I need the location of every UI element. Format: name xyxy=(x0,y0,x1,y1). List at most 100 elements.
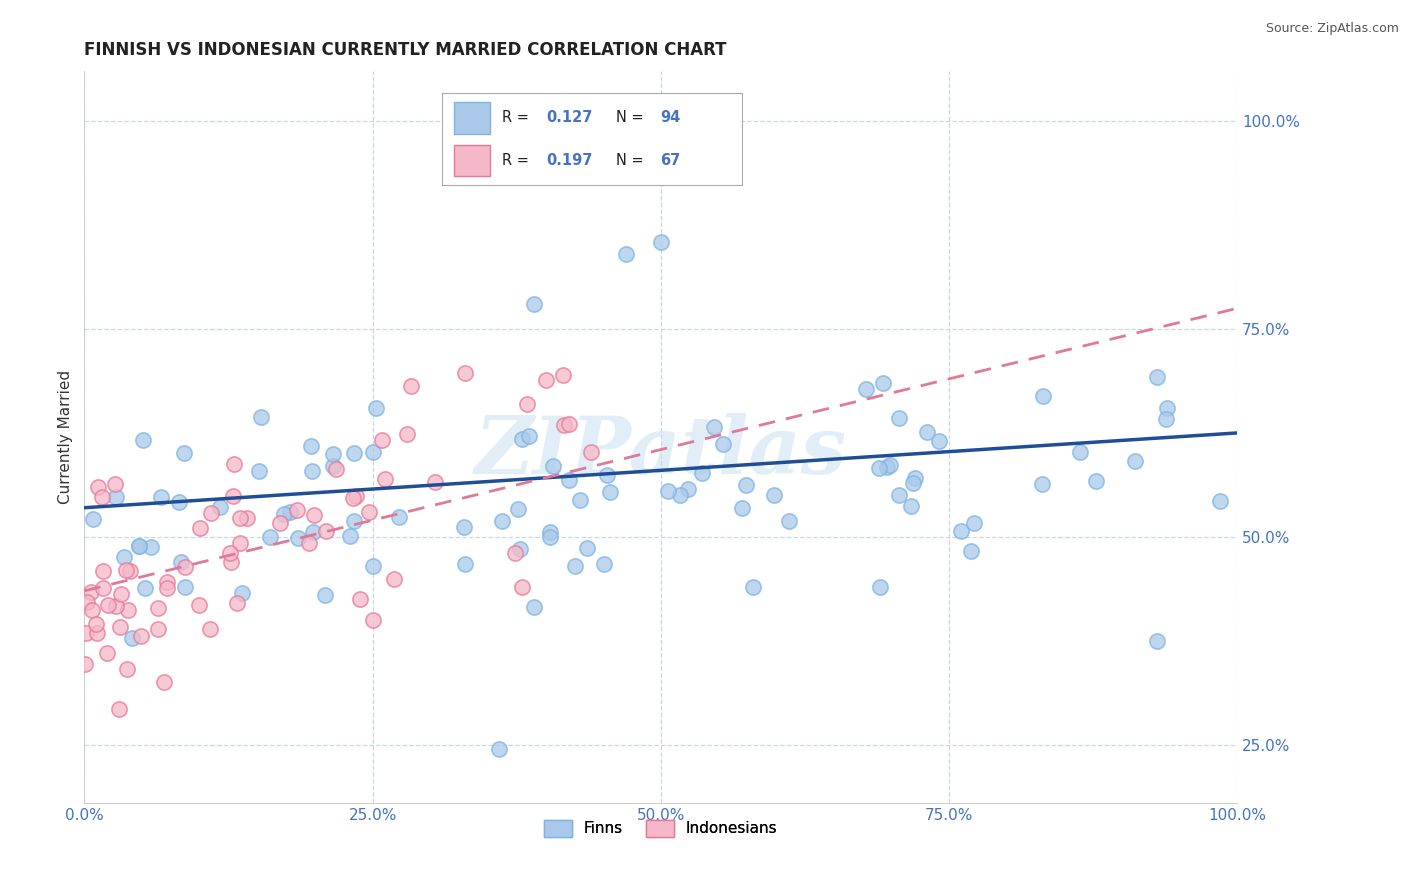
Point xyxy=(73,657,96,672)
Point xyxy=(110,587,132,601)
Point xyxy=(731,500,754,515)
Point xyxy=(128,539,150,553)
Point xyxy=(359,505,381,519)
Point xyxy=(1085,474,1108,488)
Point xyxy=(224,458,246,472)
Point xyxy=(395,427,418,442)
Point xyxy=(1146,633,1168,648)
Point xyxy=(488,741,510,756)
Point xyxy=(538,524,561,539)
Point xyxy=(229,510,252,524)
Point xyxy=(108,702,131,716)
Point xyxy=(84,617,107,632)
Point xyxy=(209,500,232,515)
Point xyxy=(657,484,679,499)
Point xyxy=(538,530,561,544)
Point xyxy=(82,512,104,526)
Point xyxy=(156,575,179,590)
Point xyxy=(322,447,344,461)
Point xyxy=(742,580,765,594)
Point xyxy=(222,489,245,503)
Point xyxy=(361,613,384,627)
Point xyxy=(188,521,211,535)
Point xyxy=(198,623,221,637)
Point xyxy=(692,467,714,481)
Point xyxy=(225,596,247,610)
Point xyxy=(599,485,621,500)
Point xyxy=(509,542,531,557)
Point xyxy=(80,585,103,599)
Point xyxy=(879,458,901,472)
Point xyxy=(75,626,97,640)
Point xyxy=(155,581,177,595)
Point xyxy=(287,503,309,517)
Point xyxy=(91,581,114,595)
Point xyxy=(876,460,898,475)
Point xyxy=(344,489,367,503)
Point xyxy=(219,555,242,569)
Point xyxy=(1032,389,1054,403)
Point xyxy=(553,418,575,433)
Point xyxy=(174,580,197,594)
Point xyxy=(301,525,323,540)
Point xyxy=(249,410,271,425)
Point xyxy=(97,599,120,613)
Point xyxy=(200,506,222,520)
Point xyxy=(703,420,725,434)
Point xyxy=(928,434,950,449)
Point xyxy=(298,536,321,550)
Point xyxy=(551,368,574,382)
Point xyxy=(855,382,877,396)
Point xyxy=(371,433,394,447)
Point xyxy=(302,508,325,522)
Point xyxy=(576,541,599,556)
Point xyxy=(120,564,142,578)
Point xyxy=(91,564,114,578)
Point xyxy=(117,602,139,616)
Point xyxy=(236,511,259,525)
Point xyxy=(453,367,475,381)
Point xyxy=(517,429,540,443)
Point xyxy=(399,378,422,392)
Point xyxy=(80,603,103,617)
Point xyxy=(557,417,579,432)
Point xyxy=(325,462,347,476)
Point xyxy=(711,437,734,451)
Point xyxy=(170,555,193,569)
Point xyxy=(273,507,295,521)
Point xyxy=(503,546,526,560)
Point xyxy=(491,514,513,528)
Point xyxy=(278,505,301,519)
Text: FINNISH VS INDONESIAN CURRENTLY MARRIED CORRELATION CHART: FINNISH VS INDONESIAN CURRENTLY MARRIED … xyxy=(84,41,727,59)
Point xyxy=(959,544,981,558)
Point xyxy=(669,488,692,502)
Point xyxy=(579,445,602,459)
Point xyxy=(314,588,336,602)
Point xyxy=(121,631,143,645)
Point xyxy=(361,445,384,459)
Point xyxy=(735,478,758,492)
Point xyxy=(516,397,538,411)
Point xyxy=(173,560,195,574)
Point xyxy=(676,482,699,496)
Point xyxy=(167,495,190,509)
Point xyxy=(218,546,240,560)
Point xyxy=(872,376,894,390)
Point xyxy=(763,488,786,502)
Point xyxy=(1031,477,1053,491)
Point xyxy=(315,524,337,538)
Point xyxy=(349,591,371,606)
Text: ZIPatlas: ZIPatlas xyxy=(475,413,846,491)
Point xyxy=(382,572,405,586)
Point xyxy=(512,580,534,594)
Point xyxy=(593,558,616,572)
Point xyxy=(364,401,387,416)
Point xyxy=(228,536,250,550)
Point xyxy=(90,490,112,504)
Point xyxy=(139,540,162,554)
Point xyxy=(534,373,557,387)
Point xyxy=(453,520,475,534)
Point xyxy=(299,439,322,453)
Point xyxy=(915,425,938,439)
Point xyxy=(247,464,270,478)
